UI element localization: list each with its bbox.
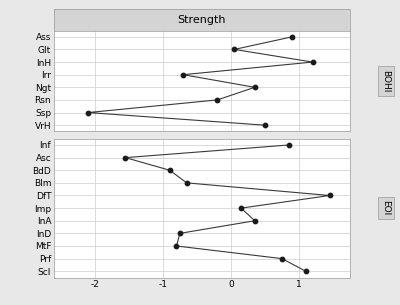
Point [309, 59, 316, 64]
Point [289, 34, 295, 39]
Point [214, 98, 220, 102]
Point [302, 269, 309, 274]
Point [184, 181, 190, 185]
Point [286, 142, 292, 147]
Point [85, 110, 91, 115]
Point [177, 231, 183, 236]
Point [166, 168, 173, 173]
Point [252, 85, 258, 90]
Point [238, 206, 244, 210]
Point [173, 244, 180, 249]
Text: BOHI: BOHI [382, 70, 391, 92]
Point [279, 256, 285, 261]
Point [231, 47, 238, 52]
Point [262, 123, 268, 127]
Text: EOI: EOI [382, 200, 391, 216]
Point [252, 218, 258, 223]
Point [122, 155, 129, 160]
Point [326, 193, 333, 198]
Text: Strength: Strength [178, 15, 226, 25]
Point [180, 72, 186, 77]
